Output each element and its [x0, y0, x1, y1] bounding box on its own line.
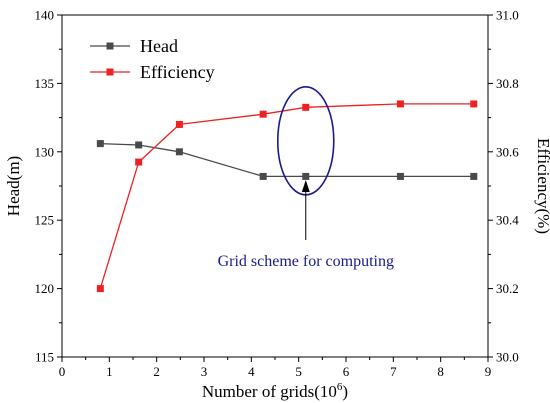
x-tick-label: 5 — [295, 364, 302, 379]
y-right-tick-label: 30.6 — [496, 144, 519, 159]
y-right-tick-label: 30.4 — [496, 213, 519, 228]
data-point-head — [175, 148, 183, 156]
y-right-tick-label: 30.0 — [496, 350, 519, 365]
x-tick-label: 1 — [106, 364, 113, 379]
y-left-tick-label: 130 — [35, 144, 55, 159]
y-right-axis-label: Efficiency(%) — [534, 138, 550, 234]
x-tick-label: 4 — [248, 364, 255, 379]
legend-marker — [106, 42, 114, 50]
x-tick-label: 6 — [343, 364, 350, 379]
y-left-tick-label: 125 — [35, 213, 55, 228]
plot-frame — [61, 14, 489, 358]
y-left-tick-label: 120 — [35, 281, 55, 296]
x-tick-label: 3 — [201, 364, 208, 379]
y-right-tick-label: 31.0 — [496, 8, 519, 23]
annotation-text: Grid scheme for computing — [218, 253, 394, 270]
x-tick-label: 2 — [153, 364, 160, 379]
y-left-axis-label: Head(m) — [4, 156, 23, 216]
x-tick-label: 8 — [437, 364, 444, 379]
data-point-efficiency — [396, 100, 404, 108]
data-point-head — [396, 172, 404, 180]
y-right-tick-label: 30.2 — [496, 281, 519, 296]
legend-label: Efficiency — [140, 62, 215, 82]
x-axis-label: Number of grids(106) — [202, 381, 348, 401]
data-point-head — [135, 141, 143, 149]
series-line-head — [100, 142, 474, 178]
y-left-tick-label: 135 — [35, 76, 55, 91]
data-point-head — [470, 172, 478, 180]
data-point-efficiency — [302, 103, 310, 111]
legend-label: Head — [140, 36, 178, 56]
data-point-efficiency — [470, 100, 478, 108]
y-right-tick-label: 30.8 — [496, 76, 519, 91]
data-point-head — [96, 140, 104, 148]
data-point-head — [302, 172, 310, 180]
x-tick-label: 7 — [390, 364, 397, 379]
y-left-tick-label: 140 — [35, 8, 55, 23]
data-point-head — [259, 172, 267, 180]
data-point-efficiency — [175, 120, 183, 128]
legend-marker — [106, 68, 114, 76]
data-point-efficiency — [96, 285, 104, 293]
annotation-arrowhead — [301, 180, 310, 192]
data-point-efficiency — [259, 110, 267, 118]
data-point-efficiency — [135, 158, 143, 166]
x-tick-label: 0 — [59, 364, 66, 379]
x-tick-label: 9 — [485, 364, 492, 379]
y-left-tick-label: 115 — [35, 350, 54, 365]
